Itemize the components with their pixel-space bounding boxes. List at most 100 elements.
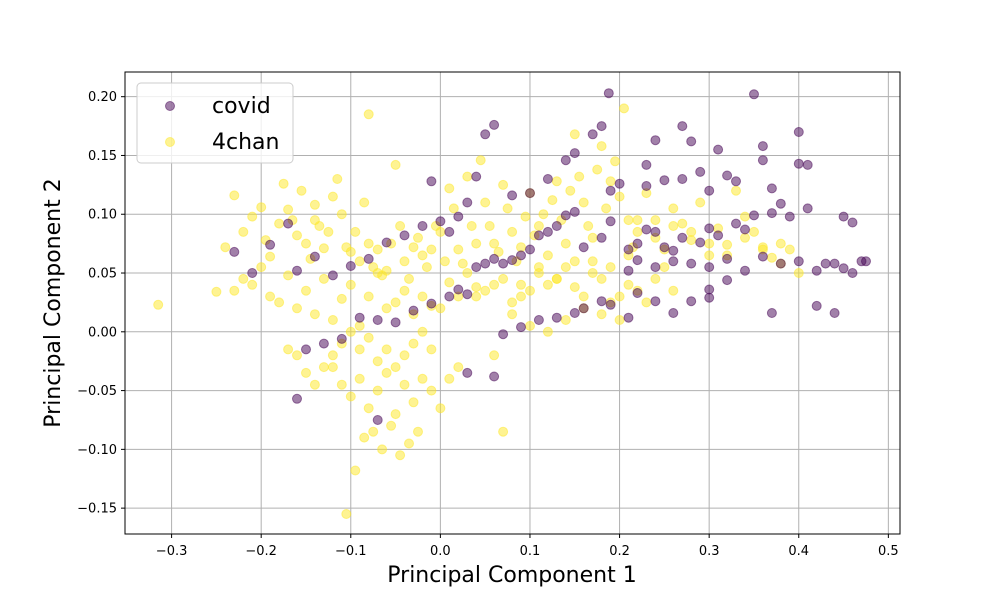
data-point-4chan <box>296 185 307 196</box>
data-point-covid <box>603 88 614 99</box>
data-point-4chan <box>722 239 733 250</box>
data-point-4chan <box>749 226 759 237</box>
data-point-covid <box>650 226 661 237</box>
data-point-covid <box>820 258 831 269</box>
data-point-covid <box>713 230 724 241</box>
data-point-covid <box>632 288 643 298</box>
data-point-4chan <box>408 242 419 253</box>
data-point-4chan <box>372 268 383 278</box>
data-point-4chan <box>489 279 500 290</box>
data-point-4chan <box>417 291 428 302</box>
data-point-4chan <box>475 155 486 166</box>
data-point-4chan <box>404 273 414 284</box>
data-point-covid <box>417 221 428 231</box>
data-point-4chan <box>574 171 585 182</box>
data-point-covid <box>686 296 697 307</box>
data-point-covid <box>596 296 607 307</box>
data-point-4chan <box>610 156 621 167</box>
data-point-4chan <box>372 385 383 396</box>
data-point-4chan <box>498 273 509 284</box>
data-point-covid <box>498 258 509 269</box>
data-point-4chan <box>327 191 338 202</box>
data-point-covid <box>847 217 858 228</box>
data-point-4chan <box>211 286 222 297</box>
data-point-4chan <box>247 279 258 290</box>
data-point-covid <box>525 188 535 199</box>
data-point-covid <box>596 121 607 132</box>
data-point-4chan <box>502 203 513 214</box>
data-point-covid <box>229 246 240 257</box>
x-tick-label: 0.4 <box>788 544 809 559</box>
data-point-covid <box>327 270 338 281</box>
data-point-4chan <box>292 230 302 241</box>
y-tick-label: 0.10 <box>88 208 117 223</box>
data-point-4chan <box>265 291 276 302</box>
data-point-4chan <box>292 350 302 361</box>
data-point-4chan <box>435 303 446 314</box>
data-point-4chan <box>309 379 320 390</box>
data-point-covid <box>686 258 697 269</box>
data-point-covid <box>292 265 302 276</box>
y-axis-ticks: −0.15 −0.10 −0.05 0.00 0.05 0.10 0.15 0.20 <box>77 90 125 517</box>
data-point-covid <box>247 268 258 278</box>
data-point-covid <box>516 250 526 261</box>
data-point-covid <box>802 203 813 214</box>
data-point-covid <box>695 237 706 248</box>
data-point-covid <box>381 237 392 248</box>
data-point-4chan <box>220 242 231 253</box>
x-tick-label: −0.3 <box>156 544 188 559</box>
data-point-4chan <box>153 299 164 310</box>
data-point-covid <box>309 251 320 262</box>
data-point-4chan <box>533 262 544 273</box>
data-point-covid <box>775 198 786 209</box>
data-point-4chan <box>605 262 616 273</box>
data-point-covid <box>560 210 571 221</box>
data-point-4chan <box>395 450 406 461</box>
data-point-4chan <box>542 250 553 261</box>
data-point-4chan <box>659 262 670 273</box>
data-point-4chan <box>533 221 544 231</box>
data-point-4chan <box>229 190 240 201</box>
data-point-4chan <box>435 226 446 237</box>
x-tick-label: 0.1 <box>520 544 541 559</box>
data-point-4chan <box>596 309 607 320</box>
data-point-4chan <box>309 309 320 320</box>
data-point-covid <box>704 292 715 303</box>
data-point-covid <box>551 221 562 231</box>
data-point-covid <box>838 211 849 222</box>
data-point-covid <box>641 159 652 170</box>
series-4chan <box>153 103 804 519</box>
data-point-4chan <box>359 197 370 208</box>
data-point-4chan <box>466 221 477 231</box>
data-point-4chan <box>448 203 459 214</box>
data-point-covid <box>542 226 553 237</box>
data-point-covid <box>668 256 679 267</box>
data-point-4chan <box>686 235 697 246</box>
data-point-covid <box>757 141 768 152</box>
data-point-4chan <box>318 362 329 373</box>
data-point-4chan <box>489 350 500 361</box>
data-point-4chan <box>256 262 267 273</box>
y-tick-label: 0.20 <box>88 90 117 105</box>
data-point-4chan <box>457 258 468 269</box>
data-point-4chan <box>484 221 495 231</box>
data-point-4chan <box>793 268 804 278</box>
data-point-4chan <box>471 238 482 249</box>
data-point-covid <box>354 312 365 323</box>
data-point-4chan <box>377 444 388 455</box>
data-point-covid <box>292 393 302 404</box>
data-point-4chan <box>560 315 571 325</box>
data-point-4chan <box>632 226 643 237</box>
data-point-4chan <box>601 203 612 214</box>
data-point-covid <box>731 218 741 229</box>
data-point-4chan <box>399 379 410 390</box>
data-point-4chan <box>372 356 383 367</box>
data-point-covid <box>677 174 688 184</box>
data-point-4chan <box>274 297 285 308</box>
data-point-4chan <box>350 226 361 237</box>
data-point-4chan <box>426 385 437 396</box>
data-point-4chan <box>256 202 267 213</box>
data-point-4chan <box>623 279 634 290</box>
data-point-4chan <box>677 218 688 229</box>
